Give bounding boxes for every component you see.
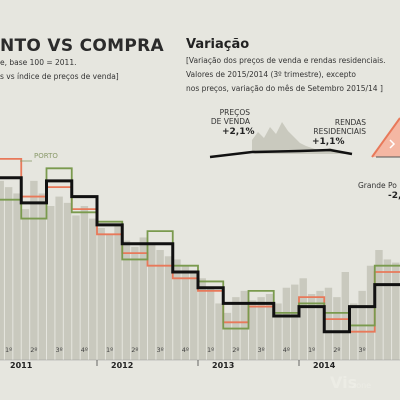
bar bbox=[156, 250, 164, 360]
bar bbox=[240, 290, 248, 360]
rendas-label: RENDAS RESIDENCIAIS bbox=[313, 118, 366, 136]
bar bbox=[181, 265, 190, 360]
bar bbox=[47, 206, 55, 360]
bar bbox=[333, 297, 341, 360]
bar bbox=[206, 287, 215, 360]
quarter-tick-label: 4º bbox=[182, 346, 189, 354]
quarter-tick-label: 4º bbox=[283, 346, 290, 354]
quarter-tick-label: 2º bbox=[30, 346, 37, 354]
grande-porto-value: -2, bbox=[388, 191, 400, 201]
variation-desc-1: [Variação dos preços de venda e rendas r… bbox=[186, 56, 386, 65]
bar bbox=[375, 250, 383, 360]
bar bbox=[122, 240, 131, 360]
variation-desc-2: Valores de 2015/2014 (3º trimestre), exc… bbox=[186, 70, 357, 79]
subtitle-base: e, base 100 = 2011. bbox=[0, 58, 77, 67]
year-ticks-layer: 2011 2012 2013 2014 bbox=[10, 360, 336, 370]
watermark-logo: Vis bbox=[330, 373, 357, 392]
bar bbox=[215, 303, 223, 360]
variation-desc-3: nos preços, variação do mês de Setembro … bbox=[186, 84, 383, 93]
bar bbox=[307, 294, 316, 360]
series-black-line bbox=[0, 176, 400, 334]
bar bbox=[105, 234, 114, 360]
bar bbox=[148, 243, 156, 360]
bar bbox=[366, 265, 375, 360]
quarter-tick-label: 2º bbox=[333, 346, 340, 354]
bar bbox=[72, 215, 80, 360]
quarter-tick-label: 3º bbox=[55, 346, 62, 354]
bar bbox=[249, 300, 257, 360]
bar bbox=[190, 272, 198, 360]
quarter-ticks-layer: 1º 2º 3º 4º 1º 2º 3º 4º 1º 2º 3º 4º 1º 2º 3º bbox=[5, 346, 366, 354]
subtitle-index: s vs índice de preços de venda] bbox=[0, 72, 119, 81]
bar bbox=[164, 256, 173, 360]
bar bbox=[257, 297, 265, 360]
bar bbox=[341, 272, 349, 360]
quarter-tick-label: 1º bbox=[207, 346, 214, 354]
bar bbox=[139, 237, 147, 360]
bar bbox=[324, 287, 333, 360]
year-tick-label: 2011 bbox=[10, 361, 33, 370]
page-title: NTO VS COMPRA bbox=[0, 36, 164, 56]
bar bbox=[80, 206, 89, 360]
grande-porto-label: Grande Po bbox=[358, 181, 397, 190]
bar bbox=[4, 187, 13, 360]
precos-value: +2,1% bbox=[222, 127, 255, 137]
bar bbox=[0, 180, 4, 360]
bar bbox=[21, 209, 30, 360]
bar bbox=[13, 193, 21, 360]
variation-sparkline bbox=[209, 117, 400, 159]
quarter-tick-label: 3º bbox=[156, 346, 163, 354]
year-tick-label: 2013 bbox=[212, 361, 234, 370]
quarter-tick-label: 2º bbox=[232, 346, 239, 354]
watermark-zone: zone bbox=[352, 381, 371, 390]
bar bbox=[265, 294, 274, 360]
quarter-tick-label: 3º bbox=[358, 346, 365, 354]
bar bbox=[274, 303, 282, 360]
bar bbox=[291, 284, 299, 360]
bar bbox=[173, 259, 181, 360]
bar bbox=[392, 262, 400, 360]
bar bbox=[383, 259, 392, 360]
quarter-tick-label: 1º bbox=[5, 346, 12, 354]
bar bbox=[223, 312, 232, 360]
bar bbox=[97, 228, 105, 360]
quarter-tick-label: 3º bbox=[257, 346, 264, 354]
year-tick-label: 2012 bbox=[111, 361, 133, 370]
bars-layer bbox=[0, 180, 400, 360]
bar bbox=[55, 196, 63, 360]
year-tick-label: 2014 bbox=[313, 361, 336, 370]
bar bbox=[316, 290, 324, 360]
bar bbox=[299, 278, 307, 360]
bar bbox=[131, 246, 139, 360]
quarter-tick-label: 1º bbox=[106, 346, 113, 354]
variation-title: Variação bbox=[186, 37, 250, 52]
series-label-porto: PORTO bbox=[34, 152, 58, 160]
bar bbox=[38, 193, 46, 360]
bar bbox=[63, 202, 72, 360]
rendas-value: +1,1% bbox=[312, 137, 345, 147]
bar bbox=[282, 287, 291, 360]
bar bbox=[30, 180, 38, 360]
precos-label: PREÇOS DE VENDA bbox=[210, 108, 250, 126]
quarter-tick-label: 4º bbox=[81, 346, 88, 354]
quarter-tick-label: 2º bbox=[131, 346, 138, 354]
bar bbox=[114, 224, 122, 360]
quarter-tick-label: 1º bbox=[308, 346, 315, 354]
bar bbox=[89, 218, 97, 360]
bar bbox=[198, 278, 206, 360]
